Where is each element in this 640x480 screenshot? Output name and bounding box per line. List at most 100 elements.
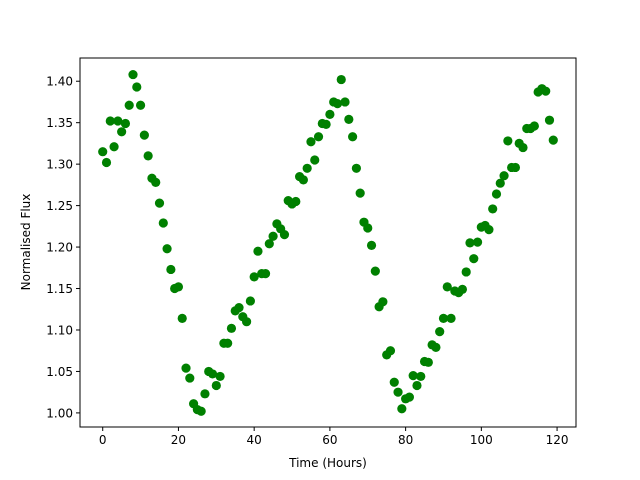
- data-point: [423, 357, 433, 367]
- data-point: [397, 404, 407, 414]
- data-point: [332, 99, 343, 109]
- data-point: [196, 406, 206, 416]
- data-point: [518, 142, 528, 153]
- data-point: [442, 282, 452, 292]
- data-point: [242, 317, 252, 327]
- data-point: [348, 132, 358, 142]
- data-points: [98, 69, 558, 416]
- data-point: [548, 135, 558, 145]
- data-point: [132, 82, 142, 92]
- data-point: [151, 177, 161, 187]
- data-point: [98, 147, 108, 157]
- data-point: [109, 142, 119, 152]
- data-point: [264, 239, 274, 249]
- data-point: [223, 338, 233, 348]
- data-point: [207, 369, 218, 379]
- x-tick-label: 100: [470, 433, 493, 447]
- x-tick-label: 40: [247, 433, 262, 447]
- data-point: [541, 86, 551, 96]
- data-point: [101, 157, 112, 168]
- plot-frame: [79, 57, 577, 428]
- data-point: [544, 115, 555, 125]
- data-point: [344, 114, 354, 124]
- data-point: [378, 297, 388, 307]
- data-point: [363, 223, 373, 233]
- data-point: [249, 272, 259, 282]
- y-tick-label: 1.25: [46, 199, 73, 213]
- data-point: [211, 380, 221, 391]
- data-point: [529, 121, 539, 131]
- data-point: [325, 109, 335, 119]
- data-point: [245, 296, 255, 306]
- data-point: [465, 238, 475, 248]
- data-point: [291, 196, 301, 207]
- y-tick-label: 1.15: [46, 282, 73, 296]
- y-tick-label: 1.00: [46, 406, 73, 420]
- data-point: [495, 178, 505, 188]
- data-point: [457, 284, 468, 294]
- data-point: [298, 175, 308, 185]
- data-point: [370, 266, 380, 276]
- data-point: [234, 302, 244, 313]
- data-point: [177, 313, 187, 323]
- y-tick-label: 1.10: [46, 323, 73, 337]
- data-point: [469, 254, 479, 264]
- data-point: [162, 244, 172, 254]
- data-point: [499, 171, 509, 181]
- data-point: [446, 313, 456, 323]
- data-point: [200, 389, 210, 399]
- data-point: [302, 163, 312, 173]
- y-tick-label: 1.05: [46, 365, 73, 379]
- data-point: [503, 136, 513, 146]
- data-point: [181, 363, 191, 373]
- plot-area: [80, 58, 576, 427]
- data-point: [215, 371, 225, 382]
- data-point: [404, 392, 414, 402]
- data-point: [128, 69, 138, 80]
- data-point: [105, 116, 115, 126]
- data-point: [139, 130, 149, 140]
- data-point: [310, 155, 320, 165]
- data-point: [185, 373, 195, 383]
- data-point: [260, 269, 271, 279]
- data-point: [472, 237, 483, 247]
- y-tick-label: 1.30: [46, 158, 73, 172]
- data-point: [385, 346, 396, 356]
- data-point: [488, 204, 498, 214]
- data-point: [226, 323, 237, 333]
- data-point: [158, 218, 168, 228]
- y-axis-label: Normalised Flux: [19, 194, 33, 291]
- x-axis-ticks: 0 20 40 60 80 100 120: [99, 427, 569, 447]
- data-point: [393, 387, 403, 397]
- x-axis-label: Time (Hours): [288, 456, 367, 470]
- data-point: [351, 163, 361, 173]
- data-point: [313, 132, 324, 142]
- y-axis-ticks: 1.00 1.05 1.10 1.15 1.20 1.25 1.30 1.35 1.40: [46, 75, 80, 420]
- data-point: [412, 380, 422, 391]
- data-point: [113, 116, 123, 126]
- data-point: [438, 313, 449, 323]
- data-point: [366, 240, 377, 250]
- data-point: [268, 231, 278, 241]
- x-tick-label: 60: [322, 433, 337, 447]
- data-point: [484, 225, 494, 235]
- x-tick-label: 20: [171, 433, 186, 447]
- x-tick-label: 0: [99, 433, 107, 447]
- data-point: [408, 370, 418, 381]
- data-point: [124, 100, 134, 110]
- data-point: [253, 246, 263, 256]
- data-point: [510, 162, 521, 173]
- data-point: [306, 137, 316, 147]
- y-tick-label: 1.40: [46, 75, 73, 89]
- data-point: [173, 282, 184, 292]
- data-point: [435, 327, 445, 337]
- x-tick-label: 80: [398, 433, 413, 447]
- data-point: [120, 118, 131, 129]
- data-point: [143, 151, 153, 161]
- y-tick-label: 1.35: [46, 116, 73, 130]
- y-tick-label: 1.20: [46, 241, 73, 255]
- data-point: [154, 198, 165, 208]
- data-point: [491, 189, 502, 199]
- data-point: [431, 342, 441, 352]
